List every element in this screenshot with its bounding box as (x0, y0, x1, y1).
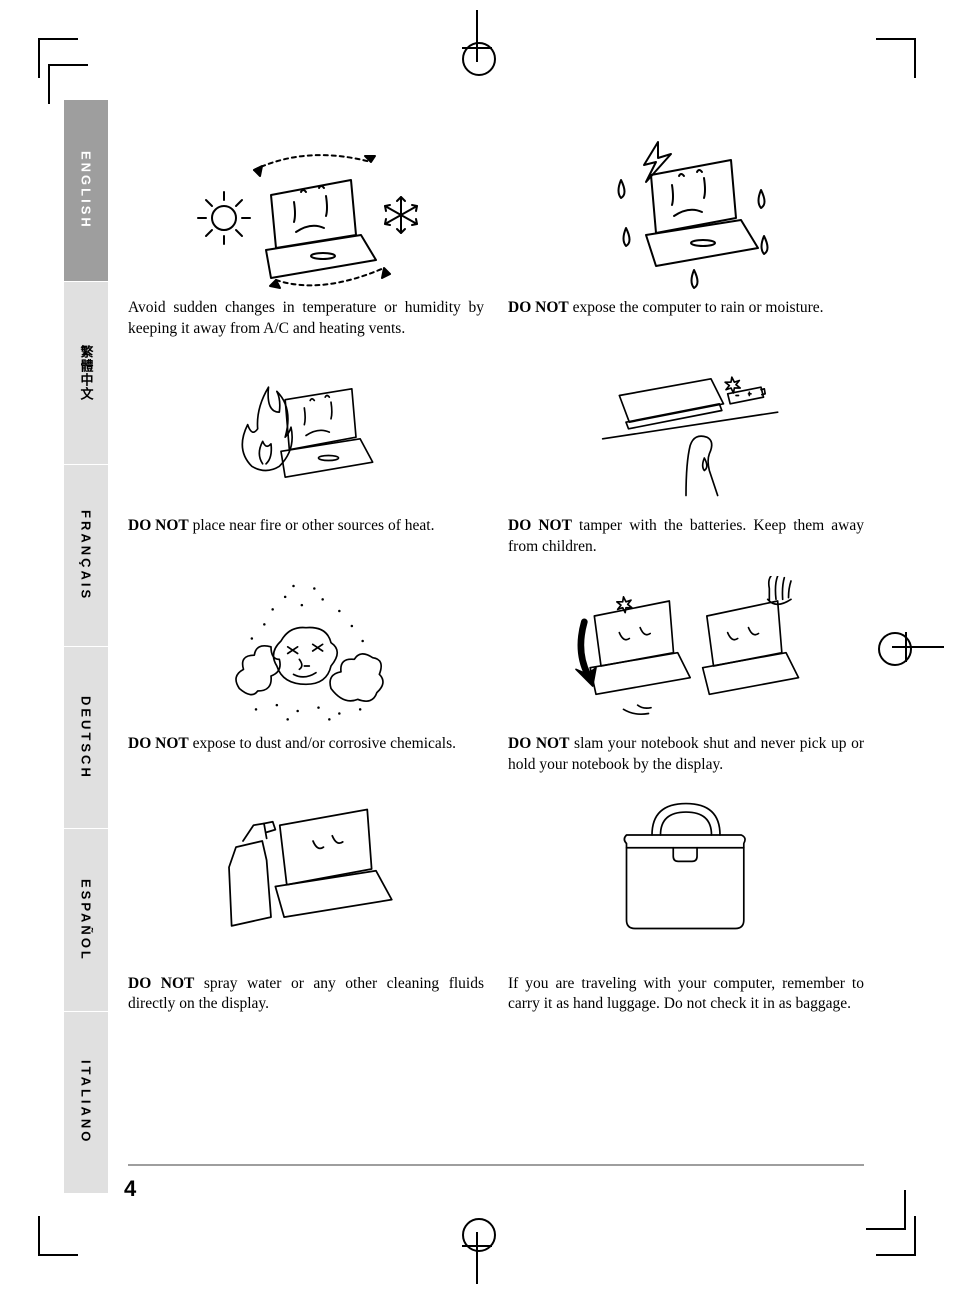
caption: DO NOT slam your notebook shut and never… (508, 734, 864, 776)
fire-illustration (128, 358, 484, 508)
content-area: Avoid sudden changes in temperature or h… (128, 140, 864, 1194)
warning-slam: DO NOT slam your notebook shut and never… (508, 576, 864, 776)
spray-illustration (128, 794, 484, 944)
language-sidebar: ENGLISH 繁體中文 FRANÇAIS DEUTSCH ESPAÑOL IT… (64, 100, 108, 1194)
tab-chinese[interactable]: 繁體中文 (64, 282, 108, 464)
caption: DO NOT tamper with the batteries. Keep t… (508, 516, 864, 558)
tab-label: DEUTSCH (79, 696, 94, 780)
warning-travel: If you are traveling with your computer,… (508, 794, 864, 1016)
warning-rain: DO NOT expose the computer to rain or mo… (508, 140, 864, 340)
slam-illustration (508, 576, 864, 726)
rain-illustration (508, 140, 864, 290)
warnings-grid: Avoid sudden changes in temperature or h… (128, 140, 864, 1015)
caption: Avoid sudden changes in temperature or h… (128, 298, 484, 340)
footer-rule (128, 1164, 864, 1167)
page-number: 4 (124, 1176, 136, 1202)
tab-italiano[interactable]: ITALIANO (64, 1012, 108, 1194)
battery-illustration (508, 358, 864, 508)
tab-label: ENGLISH (79, 151, 94, 230)
caption: DO NOT spray water or any other cleaning… (128, 974, 484, 1016)
travel-illustration (508, 794, 864, 944)
tab-espanol[interactable]: ESPAÑOL (64, 829, 108, 1011)
tab-english[interactable]: ENGLISH (64, 100, 108, 282)
caption: If you are traveling with your computer,… (508, 974, 864, 1016)
warning-spray: DO NOT spray water or any other cleaning… (128, 794, 484, 1016)
warning-temperature: Avoid sudden changes in temperature or h… (128, 140, 484, 340)
tab-label: 繁體中文 (77, 345, 96, 401)
warning-fire: DO NOT place near fire or other sources … (128, 358, 484, 558)
caption: DO NOT expose to dust and/or corrosive c… (128, 734, 484, 755)
temperature-illustration (128, 140, 484, 290)
dust-illustration (128, 576, 484, 726)
tab-label: FRANÇAIS (79, 510, 94, 601)
warning-dust: DO NOT expose to dust and/or corrosive c… (128, 576, 484, 776)
warning-battery: DO NOT tamper with the batteries. Keep t… (508, 358, 864, 558)
tab-label: ESPAÑOL (79, 879, 94, 962)
caption: DO NOT place near fire or other sources … (128, 516, 484, 537)
tab-francais[interactable]: FRANÇAIS (64, 465, 108, 647)
caption: DO NOT expose the computer to rain or mo… (508, 298, 864, 319)
tab-deutsch[interactable]: DEUTSCH (64, 647, 108, 829)
tab-label: ITALIANO (79, 1060, 94, 1144)
